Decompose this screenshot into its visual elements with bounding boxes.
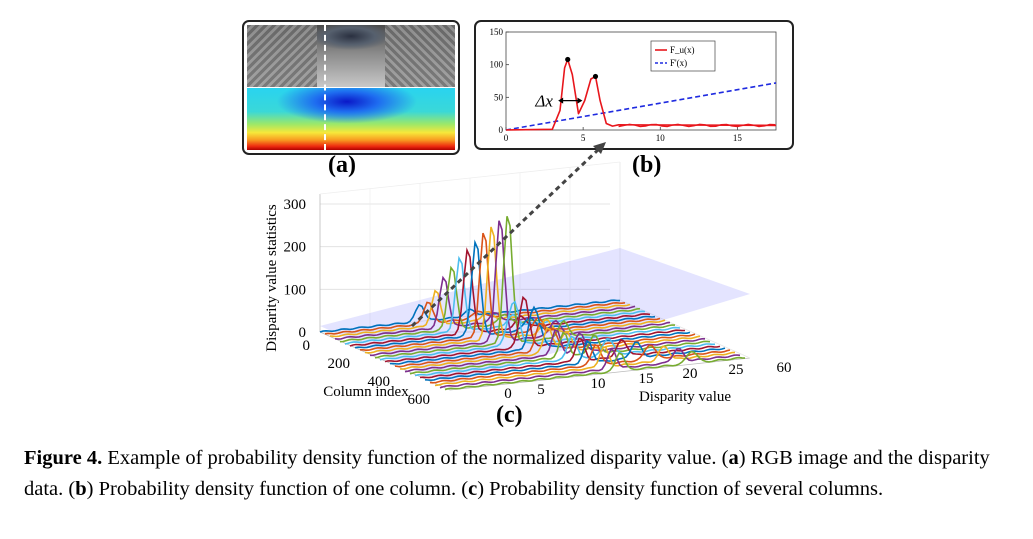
pdf-column-series <box>399 326 701 370</box>
panel-b-plot: 0 5 10 15 0 50 100 150 Δx F_u(x) F'(x) <box>474 20 794 150</box>
disp-tick-label: 20 <box>683 366 698 382</box>
pdf-column-series <box>444 350 746 391</box>
caption-text: ) Probability density function of severa… <box>477 478 884 500</box>
arrow-head-right <box>577 97 583 104</box>
pdf-column-series <box>409 331 711 375</box>
x-tick-label: 15 <box>733 133 743 143</box>
y-tick-label: 50 <box>494 92 504 102</box>
peak-2-marker <box>592 73 599 80</box>
caption-text: ) RGB image and the disparity data. ( <box>24 447 990 500</box>
panel-b-label: (b) <box>632 152 662 178</box>
legend: F_u(x) F'(x) <box>650 40 716 72</box>
figure-caption: Figure 4. Example of probability density… <box>24 443 1014 505</box>
pdf-column-series <box>394 322 696 368</box>
y-tick-label: 150 <box>490 27 504 37</box>
series-fprime-line <box>505 82 777 131</box>
pdf-column-series <box>439 347 741 389</box>
z-tick-label: 100 <box>284 282 307 298</box>
right-floor-line <box>619 299 751 359</box>
series-fu-line <box>505 58 777 131</box>
pdf-column-series <box>419 337 721 379</box>
col-tick-label: 600 <box>408 392 431 408</box>
col-tick-label: 200 <box>328 356 351 372</box>
x-tick-label: 0 <box>504 133 509 143</box>
z-axis-label: Disparity value statistics <box>264 204 280 352</box>
pdf-column-series <box>379 300 681 361</box>
col-tick-label: 0 <box>303 338 311 354</box>
panel-a-image <box>242 20 460 155</box>
pdf-column-series <box>349 247 651 347</box>
y-tick-label: 100 <box>490 60 504 70</box>
pdf-column-series <box>429 343 731 384</box>
disp-tick-label: 0 <box>504 386 512 402</box>
rgb-image <box>247 25 455 87</box>
pdf-column-series <box>384 295 686 363</box>
delta-x-label: Δx <box>534 92 553 111</box>
col-axis-label: Column index <box>323 384 409 400</box>
arrow-head-left <box>558 97 564 104</box>
x-tick-label: 10 <box>656 133 666 143</box>
z-tick-label: 300 <box>284 197 307 213</box>
peak-1-marker <box>565 56 571 63</box>
link-arrow-head <box>593 142 606 154</box>
pdf-column-series <box>414 335 715 377</box>
z-tick-label: 0 <box>299 325 307 341</box>
caption-ref-a: a <box>728 447 739 469</box>
pdf-column-series <box>319 299 621 333</box>
disparity-map <box>247 88 455 150</box>
disp-tick-label: 5 <box>537 382 545 398</box>
link-arrow <box>410 146 602 328</box>
pdf-several-columns-3d-chart: 0 100 200 300 0 200 400 600 0 5 10 15 20 25 60 Disparit… <box>264 142 792 408</box>
pdf-column-series <box>404 328 705 373</box>
pdf-column-series <box>344 255 646 345</box>
y-tick-label: 0 <box>499 125 504 135</box>
series-fu-tail <box>618 123 776 128</box>
pdf-column-series <box>329 289 631 338</box>
caption-text: Example of probability density function … <box>102 447 729 469</box>
plot-frame <box>505 31 777 131</box>
legend-fu-label: F_u(x) <box>670 45 695 55</box>
panel-c-label: (c) <box>496 402 523 428</box>
caption-ref-b: b <box>75 478 87 500</box>
disp-tick-label: 15 <box>639 371 654 387</box>
figure-number: Figure 4. <box>24 447 103 469</box>
x-tick-label: 5 <box>581 133 586 143</box>
column-marker-dashed-line <box>324 25 326 150</box>
caption-ref-c: c <box>468 478 478 500</box>
legend-fprime-label: F'(x) <box>670 58 687 68</box>
disp-tick-label: 25 <box>729 362 744 378</box>
pdf-column-series <box>360 232 661 352</box>
col-tick-label: 400 <box>368 374 391 390</box>
caption-text: ) Probability density function of one co… <box>86 478 469 500</box>
pdf-column-series <box>339 265 641 343</box>
disp-tick-label: 10 <box>591 376 606 392</box>
disp-axis-label: Disparity value <box>639 389 731 405</box>
panel-a-label: (a) <box>328 152 356 178</box>
disp-tick-label: 60 <box>777 360 792 376</box>
z-tick-label: 200 <box>284 240 307 256</box>
legend-box <box>650 40 716 72</box>
